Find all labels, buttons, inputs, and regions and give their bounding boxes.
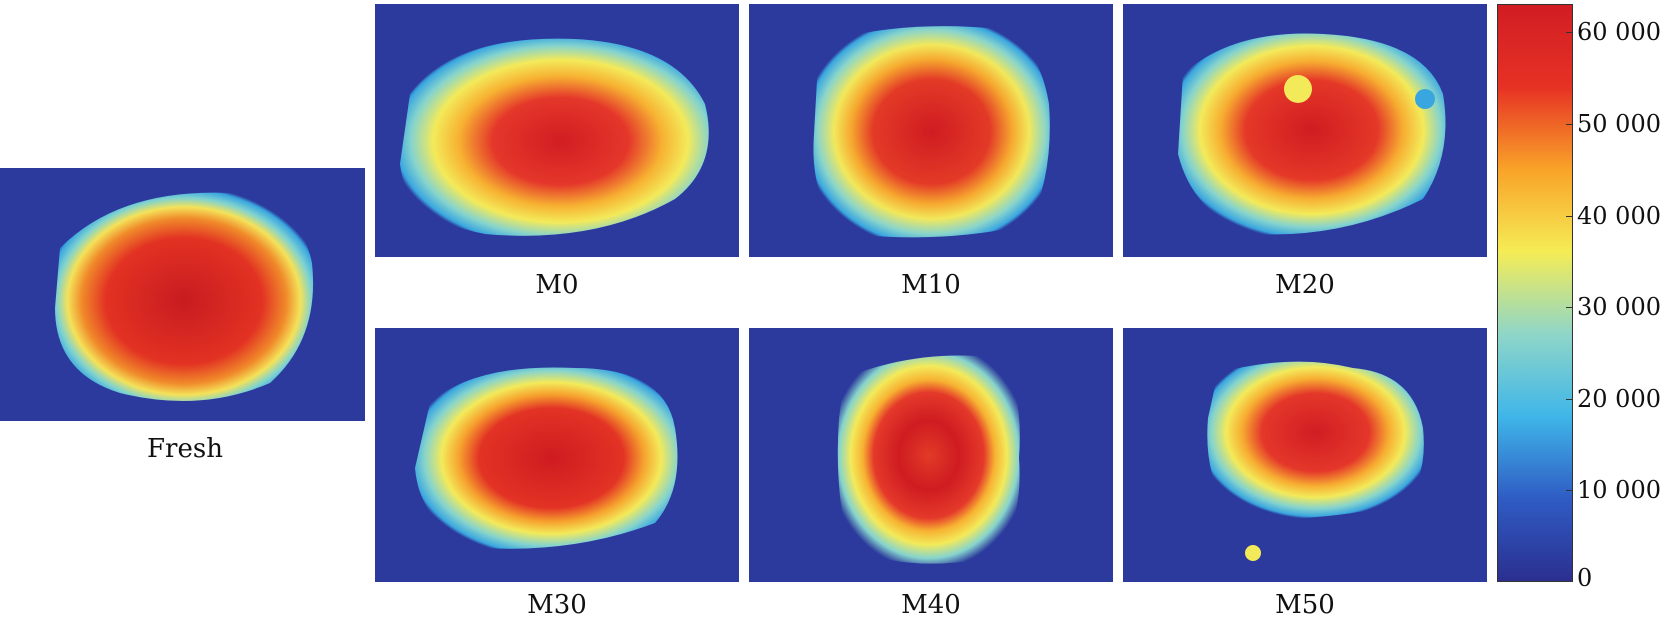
colorbar-tick-mark [1566, 399, 1573, 400]
colorbar-tick-label: 0 [1577, 564, 1593, 592]
colorbar-tick-mark [1566, 490, 1573, 491]
colorbar-tick-label: 30 000 [1577, 293, 1661, 321]
colorbar-tick-mark [1566, 32, 1573, 33]
colorbar-tick-label: 40 000 [1577, 202, 1661, 230]
m0-label: M0 [535, 270, 579, 300]
colorbar-tick-mark [1566, 307, 1573, 308]
fresh-image [0, 168, 365, 421]
fresh-label: Fresh [147, 434, 223, 464]
colorbar-tick-mark [1566, 216, 1573, 217]
m50-label: M50 [1275, 590, 1335, 617]
m20-image [1123, 4, 1487, 257]
colorbar-tick-label: 50 000 [1577, 110, 1661, 138]
m40-label: M40 [901, 590, 961, 617]
colorbar-tick-label: 10 000 [1577, 476, 1661, 504]
m50-image [1123, 328, 1487, 582]
colorbar [1497, 4, 1573, 582]
colorbar-tick-label: 20 000 [1577, 385, 1661, 413]
colorbar-tick-mark [1566, 124, 1573, 125]
m30-image [375, 328, 739, 582]
m0-image [375, 4, 739, 257]
m40-image [749, 328, 1113, 582]
m10-image [749, 4, 1113, 257]
m10-label: M10 [901, 270, 961, 300]
colorbar-tick-label: 60 000 [1577, 18, 1661, 46]
m20-label: M20 [1275, 270, 1335, 300]
m30-label: M30 [527, 590, 587, 617]
